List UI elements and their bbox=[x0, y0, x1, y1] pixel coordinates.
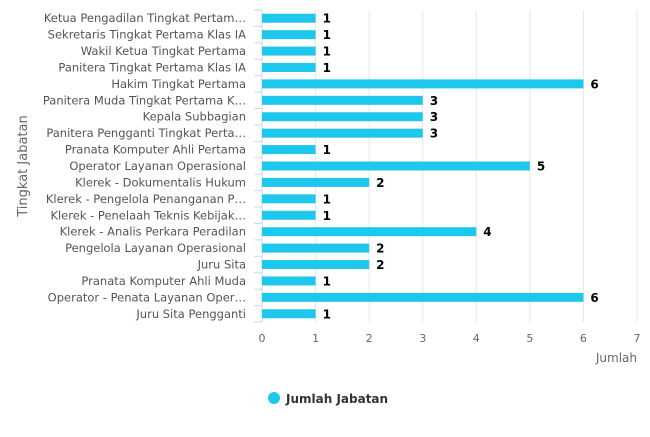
bar bbox=[262, 30, 316, 40]
bar bbox=[262, 227, 477, 237]
bar bbox=[262, 177, 370, 187]
y-tick-label: Hakim Tingkat Pertama bbox=[111, 77, 246, 91]
bar bbox=[262, 62, 316, 72]
y-tick-label: Kepala Subbagian bbox=[143, 110, 246, 124]
bar bbox=[262, 161, 530, 171]
y-tick-label: Klerek - Pengelola Penanganan P… bbox=[46, 192, 246, 206]
data-label: 3 bbox=[430, 110, 438, 124]
y-axis-title: Tingkat Jabatan bbox=[16, 115, 31, 217]
y-tick-label: Operator Layanan Operasional bbox=[69, 159, 246, 173]
data-label: 1 bbox=[323, 307, 331, 321]
x-tick-label: 3 bbox=[419, 332, 426, 345]
y-tick-label: Klerek - Dokumentalis Hukum bbox=[75, 175, 246, 189]
bar bbox=[262, 79, 584, 89]
x-axis-title: Jumlah bbox=[595, 351, 637, 365]
bar bbox=[262, 260, 370, 270]
x-tick-label: 6 bbox=[580, 332, 587, 345]
legend-item[interactable]: Jumlah Jabatan bbox=[268, 392, 388, 406]
bar bbox=[262, 13, 316, 23]
bar bbox=[262, 95, 423, 105]
bar bbox=[262, 243, 370, 253]
y-tick-label: Ketua Pengadilan Tingkat Pertam… bbox=[44, 11, 246, 25]
y-tick-label: Operator - Penata Layanan Oper… bbox=[48, 290, 246, 304]
legend-marker bbox=[268, 392, 280, 404]
data-label: 1 bbox=[323, 143, 331, 157]
x-tick-label: 1 bbox=[312, 332, 319, 345]
data-label: 6 bbox=[590, 291, 598, 305]
x-tick-label: 0 bbox=[259, 332, 266, 345]
data-label: 2 bbox=[376, 258, 384, 272]
data-label: 3 bbox=[430, 94, 438, 108]
legend-label: Jumlah Jabatan bbox=[285, 392, 388, 406]
y-tick-label: Pranata Komputer Ahli Pertama bbox=[65, 143, 246, 157]
y-tick-label: Panitera Tingkat Pertama Klas IA bbox=[58, 60, 246, 74]
y-tick-label: Panitera Muda Tingkat Pertama K… bbox=[43, 93, 246, 107]
data-label: 1 bbox=[323, 192, 331, 206]
y-tick-label: Panitera Pengganti Tingkat Perta… bbox=[46, 126, 246, 140]
y-axis: Ketua Pengadilan Tingkat Pertam… Sekretar… bbox=[43, 9, 263, 323]
data-label: 1 bbox=[323, 45, 331, 59]
x-tick-label: 5 bbox=[526, 332, 533, 345]
x-tick-label: 7 bbox=[634, 332, 641, 345]
data-label: 6 bbox=[590, 77, 598, 91]
y-tick-label: Klerek - Penelaah Teknis Kebijak… bbox=[50, 208, 246, 222]
x-tick-label: 4 bbox=[473, 332, 480, 345]
bar bbox=[262, 112, 423, 122]
bar bbox=[262, 145, 316, 155]
data-label: 4 bbox=[483, 225, 491, 239]
y-tick-label: Sekretaris Tingkat Pertama Klas IA bbox=[48, 28, 246, 42]
x-tick-label: 2 bbox=[366, 332, 373, 345]
data-label: 1 bbox=[323, 12, 331, 26]
y-tick-label: Juru Sita Pengganti bbox=[135, 307, 246, 321]
bar bbox=[262, 292, 584, 302]
data-label: 1 bbox=[323, 274, 331, 288]
bar bbox=[262, 276, 316, 286]
data-label: 2 bbox=[376, 242, 384, 256]
x-ticks: 0 1 2 3 4 5 6 7 bbox=[259, 332, 641, 345]
bar bbox=[262, 309, 316, 319]
y-tick-label: Wakil Ketua Tingkat Pertama bbox=[81, 44, 246, 58]
data-label: 1 bbox=[323, 61, 331, 75]
bar bbox=[262, 210, 316, 220]
data-label: 1 bbox=[323, 28, 331, 42]
data-label: 5 bbox=[537, 160, 545, 174]
y-tick-label: Klerek - Analis Perkara Peradilan bbox=[60, 225, 246, 239]
bar bbox=[262, 194, 316, 204]
y-tick-label: Pengelola Layanan Operasional bbox=[65, 241, 246, 255]
bar bbox=[262, 46, 316, 56]
y-tick-label: Pranata Komputer Ahli Muda bbox=[81, 274, 246, 288]
data-label: 2 bbox=[376, 176, 384, 190]
data-label: 1 bbox=[323, 209, 331, 223]
bar bbox=[262, 128, 423, 138]
bars: 1 1 1 1 6 3 3 3 1 5 2 1 1 4 2 2 1 6 1 bbox=[262, 12, 599, 321]
data-label: 3 bbox=[430, 127, 438, 141]
y-tick-label: Juru Sita bbox=[197, 258, 246, 272]
